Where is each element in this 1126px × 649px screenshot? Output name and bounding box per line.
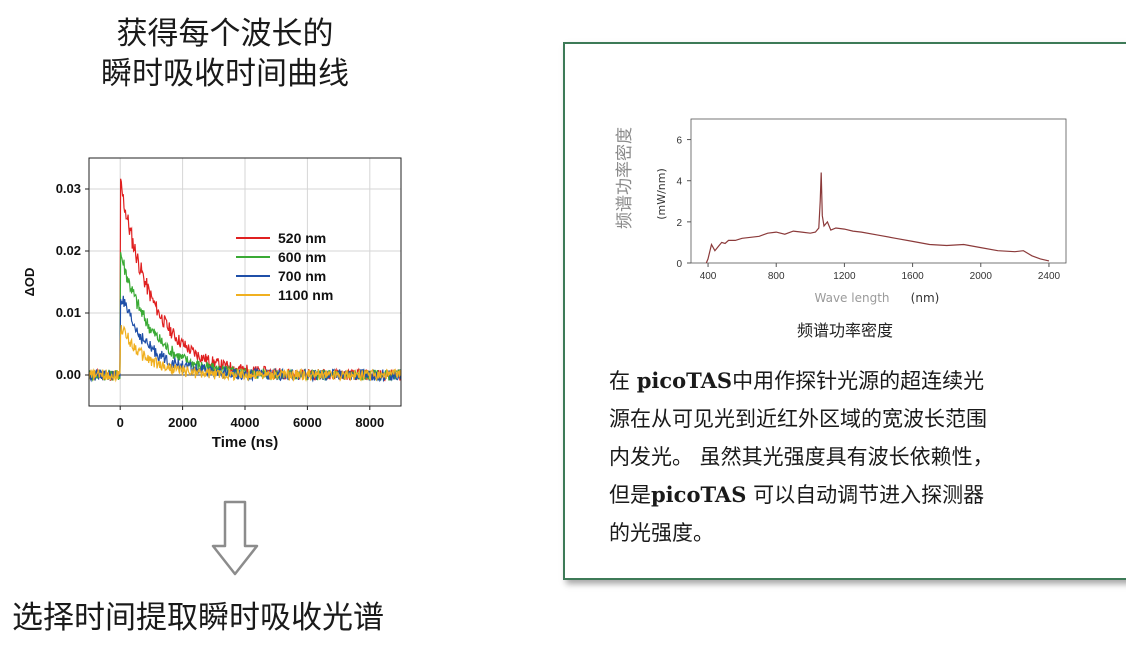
desc-text: 但是: [609, 483, 651, 507]
x-axis-label: Wave length: [815, 291, 890, 305]
desc-text: 可以自动调节进入探测器: [746, 483, 985, 507]
y-axis-unit: (mW/nm): [655, 168, 668, 220]
bottom-title: 选择时间提取瞬时吸收光谱: [12, 600, 384, 636]
x-tick-label: 4000: [231, 415, 260, 430]
desc-text: 在: [609, 369, 637, 393]
power-spectrum-chart: 400 800 1200 1600 2000 2400 0 2 4 6 Wave length (nm…: [615, 118, 1067, 305]
down-arrow-icon: [211, 500, 259, 576]
x-tick-label: 0: [117, 415, 124, 430]
spectrum-line: [705, 172, 1050, 264]
x-tick-label: 1200: [833, 271, 856, 282]
legend-label: 1100 nm: [278, 287, 333, 303]
spectrum-caption: 频谱功率密度: [796, 321, 893, 340]
y-tick-label: 2: [676, 218, 682, 229]
top-title-line1: 获得每个波长的: [116, 16, 334, 52]
desc-line-4: 但是picoTAS 可以自动调节进入探测器: [609, 476, 1079, 514]
y-tick-label: 0.02: [56, 243, 81, 258]
x-tick-label: 2000: [168, 415, 197, 430]
x-tick-label: 400: [700, 271, 717, 282]
x-tick-label: 6000: [293, 415, 322, 430]
x-tick-label: 1600: [901, 271, 924, 282]
x-axis-unit: (nm): [911, 291, 940, 305]
x-tick-label: 800: [768, 271, 785, 282]
y-tick-label: 0.03: [56, 181, 81, 196]
legend-label: 520 nm: [278, 230, 326, 246]
y-tick-label: 6: [676, 136, 682, 147]
y-tick-label: 0: [676, 259, 682, 270]
probe-light-panel: 400 800 1200 1600 2000 2400 0 2 4 6 Wave length (nm…: [563, 42, 1126, 580]
x-tick-label: 8000: [355, 415, 384, 430]
x-tick-label: 2400: [1038, 271, 1061, 282]
decay-curves-chart: 0 2000 4000 6000 8000 0.00 0.01 0.02 0.03 Time (n…: [22, 157, 402, 451]
desc-line-3: 内发光。 虽然其光强度具有波长依赖性，: [609, 445, 994, 469]
top-title: 获得每个波长的 瞬时吸收时间曲线: [60, 14, 390, 94]
x-tick-label: 2000: [970, 271, 993, 282]
series-line: [88, 325, 402, 383]
legend-label: 700 nm: [278, 268, 326, 284]
y-tick-label: 4: [676, 177, 682, 188]
brand-name: picoTAS: [636, 368, 733, 393]
desc-line-1: 在 picoTAS中用作探针光源的超连续光: [609, 362, 1079, 400]
y-tick-label: 0.00: [56, 367, 81, 382]
top-title-line2: 瞬时吸收时间曲线: [101, 56, 349, 92]
legend-label: 600 nm: [278, 249, 326, 265]
y-axis-label: 频谱功率密度: [615, 127, 635, 229]
brand-name: picoTAS: [651, 482, 747, 507]
plot-frame: [690, 118, 1067, 264]
desc-line-5: 的光强度。: [609, 521, 714, 545]
desc-line-2: 源在从可见光到近红外区域的宽波长范围: [609, 407, 987, 431]
panel-description: 在 picoTAS中用作探针光源的超连续光 源在从可见光到近红外区域的宽波长范围…: [609, 362, 1079, 552]
x-axis-label: Time (ns): [212, 434, 278, 451]
y-axis-label: ΔOD: [22, 268, 37, 297]
desc-text: 中用作探针光源的超连续光: [732, 369, 985, 393]
y-tick-label: 0.01: [56, 305, 81, 320]
